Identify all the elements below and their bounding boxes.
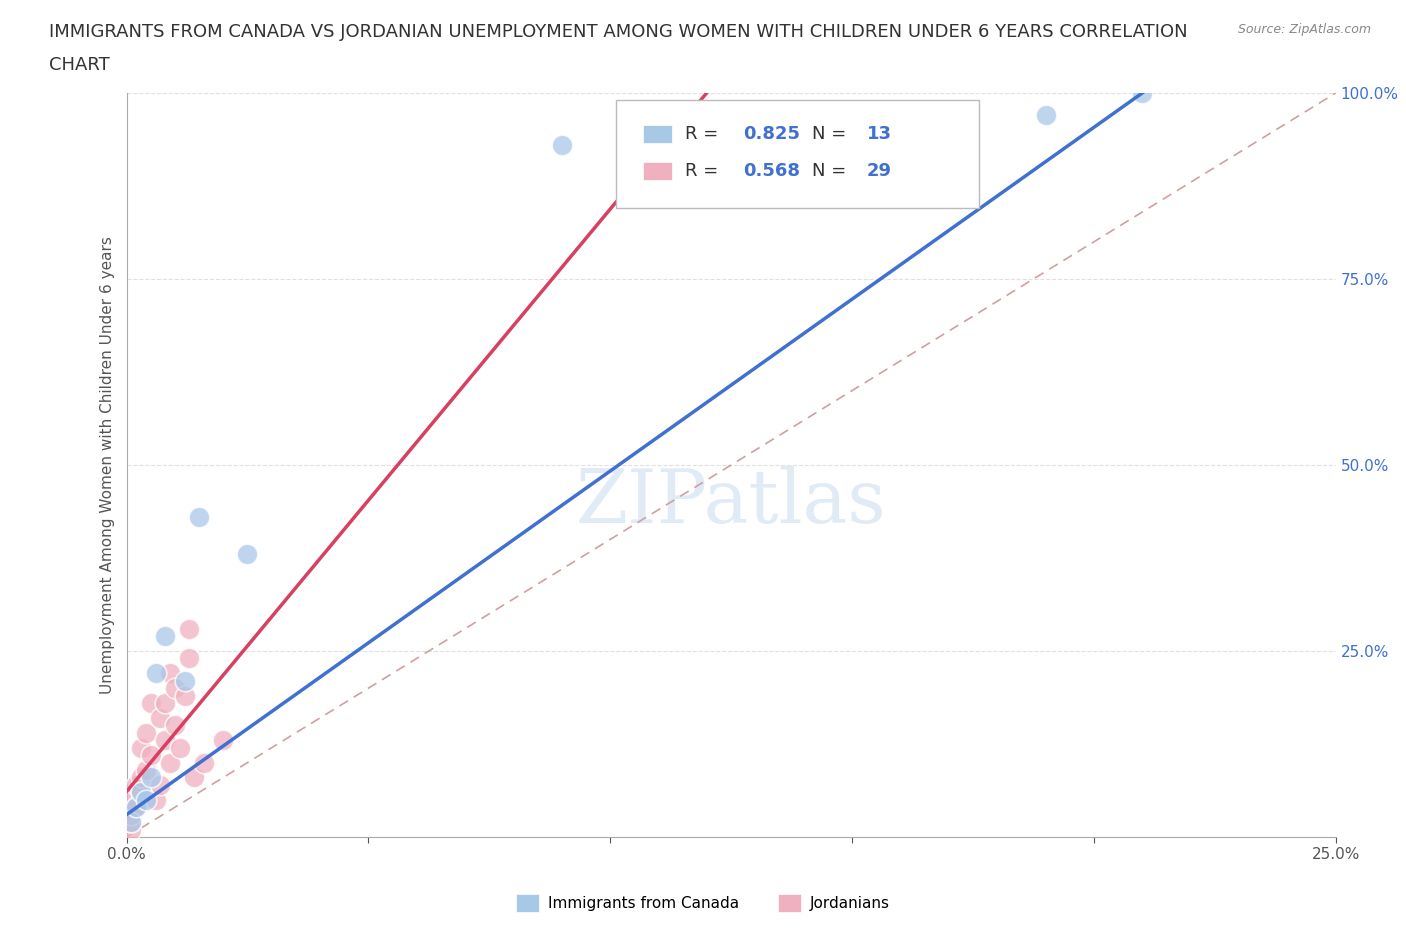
Text: IMMIGRANTS FROM CANADA VS JORDANIAN UNEMPLOYMENT AMONG WOMEN WITH CHILDREN UNDER: IMMIGRANTS FROM CANADA VS JORDANIAN UNEM…: [49, 23, 1188, 41]
Point: [129, 785, 152, 800]
Point: [212, 733, 235, 748]
Text: Source: ZipAtlas.com: Source: ZipAtlas.com: [1237, 23, 1371, 36]
Point: [169, 740, 191, 755]
FancyBboxPatch shape: [643, 125, 672, 143]
Point: [120, 807, 142, 822]
Point: [173, 673, 195, 688]
Text: 29: 29: [866, 162, 891, 180]
Point: [149, 711, 172, 725]
Point: [159, 666, 181, 681]
Point: [125, 800, 148, 815]
Point: [179, 621, 201, 636]
Point: [129, 740, 152, 755]
Point: [145, 666, 167, 681]
Point: [139, 696, 162, 711]
Point: [1035, 108, 1057, 123]
Point: [120, 815, 142, 830]
Text: 13: 13: [866, 125, 891, 143]
Text: N =: N =: [813, 125, 852, 143]
Point: [163, 718, 186, 733]
Point: [179, 651, 201, 666]
Point: [125, 800, 148, 815]
Point: [155, 733, 177, 748]
Point: [1130, 86, 1153, 100]
Text: R =: R =: [685, 125, 724, 143]
Point: [183, 770, 205, 785]
Point: [149, 777, 172, 792]
Text: 0.825: 0.825: [744, 125, 800, 143]
Text: N =: N =: [813, 162, 852, 180]
FancyBboxPatch shape: [616, 100, 979, 208]
Text: CHART: CHART: [49, 56, 110, 73]
Point: [155, 629, 177, 644]
Point: [551, 138, 574, 153]
Text: R =: R =: [685, 162, 724, 180]
Point: [173, 688, 195, 703]
Text: 0.568: 0.568: [744, 162, 800, 180]
Point: [139, 770, 162, 785]
Point: [129, 785, 152, 800]
Legend: Immigrants from Canada, Jordanians: Immigrants from Canada, Jordanians: [510, 888, 896, 918]
Point: [135, 763, 157, 777]
Point: [125, 777, 148, 792]
Point: [159, 755, 181, 770]
Point: [163, 681, 186, 696]
Point: [120, 792, 142, 807]
Y-axis label: Unemployment Among Women with Children Under 6 years: Unemployment Among Women with Children U…: [100, 236, 115, 694]
Point: [135, 725, 157, 740]
FancyBboxPatch shape: [643, 162, 672, 180]
Text: ZIPatlas: ZIPatlas: [575, 466, 887, 538]
Point: [236, 547, 259, 562]
Point: [193, 755, 215, 770]
Point: [188, 510, 211, 525]
Point: [129, 770, 152, 785]
Point: [120, 822, 142, 837]
Point: [145, 792, 167, 807]
Point: [155, 696, 177, 711]
Point: [139, 748, 162, 763]
Point: [135, 792, 157, 807]
Point: [120, 815, 142, 830]
